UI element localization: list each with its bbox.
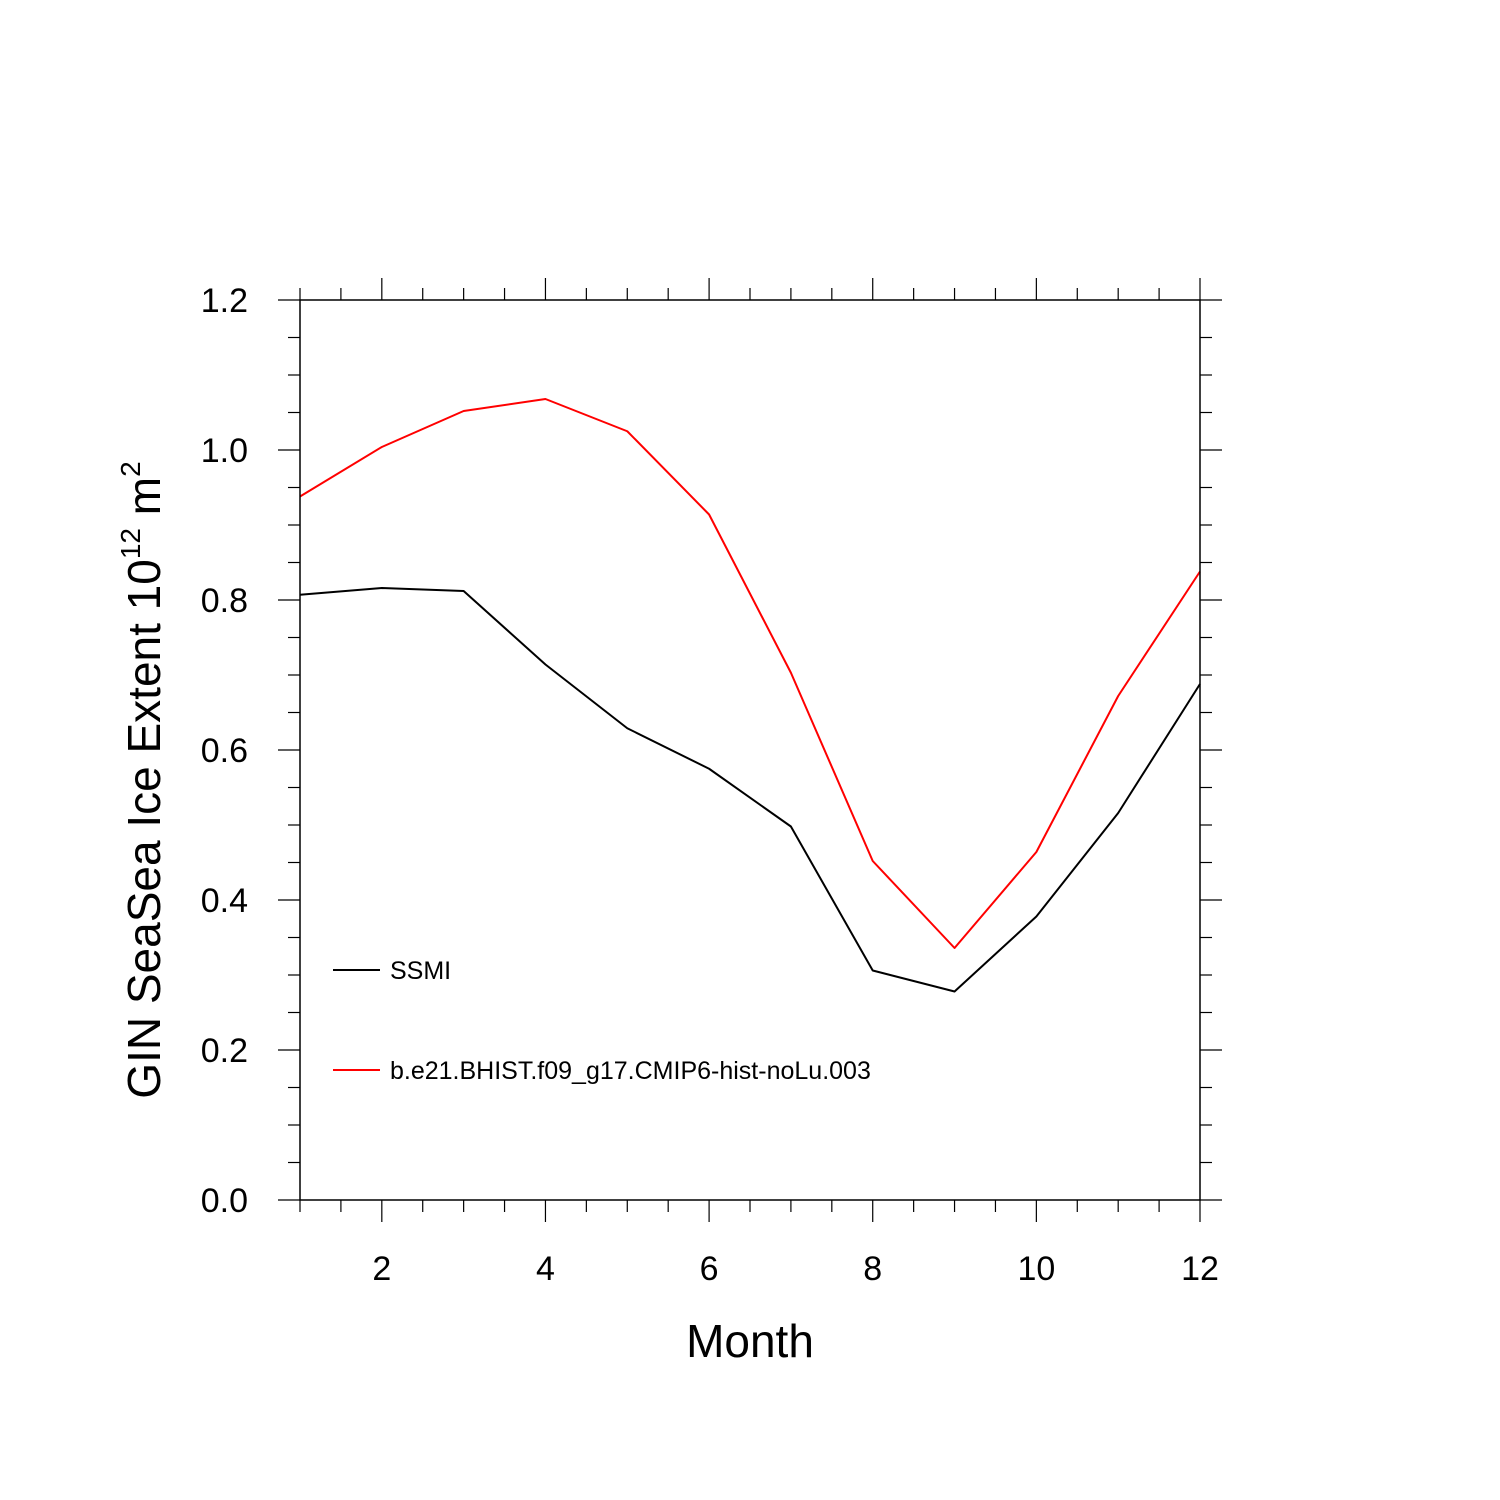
series-layer <box>299 398 1201 993</box>
tick-marks <box>278 278 1222 1222</box>
y-axis-title-unit: m <box>118 477 170 528</box>
y-axis-title-exponent: 12 <box>115 528 146 559</box>
y-tick-label: 0.6 <box>201 732 248 770</box>
y-axis-title-unit-exponent: 2 <box>115 461 146 477</box>
y-tick-label: 1.2 <box>201 282 248 320</box>
legend: SSMI b.e21.BHIST.f09_g17.CMIP6-hist-noLu.… <box>333 957 871 1085</box>
y-tick-label: 1.0 <box>201 432 248 470</box>
legend-label-1: b.e21.BHIST.f09_g17.CMIP6-hist-noLu.003 <box>390 1057 871 1085</box>
y-tick-label: 0.8 <box>201 582 248 620</box>
x-tick-label: 4 <box>536 1250 555 1288</box>
series-line-1 <box>299 398 1201 949</box>
y-tick-label: 0.2 <box>201 1032 248 1070</box>
legend-label-0: SSMI <box>390 957 451 985</box>
x-tick-label: 12 <box>1181 1250 1219 1288</box>
series-line-0 <box>299 587 1201 993</box>
plot-frame <box>299 299 1201 1201</box>
tick-labels: 2 4 6 8 10 12 0.0 0.2 0.4 0.6 0.8 1.0 1.2 <box>201 282 1219 1288</box>
x-tick-label: 8 <box>863 1250 882 1288</box>
y-axis-title-text: GIN SeaSea Ice Extent 10 <box>118 559 170 1099</box>
x-tick-label: 2 <box>372 1250 391 1288</box>
y-tick-label: 0.0 <box>201 1182 248 1220</box>
x-tick-label: 6 <box>700 1250 719 1288</box>
x-tick-label: 10 <box>1017 1250 1055 1288</box>
y-axis-title: GIN SeaSea Ice Extent 1012 m2 <box>115 461 170 1098</box>
x-axis-title: Month <box>686 1315 814 1367</box>
y-tick-label: 0.4 <box>201 882 248 920</box>
